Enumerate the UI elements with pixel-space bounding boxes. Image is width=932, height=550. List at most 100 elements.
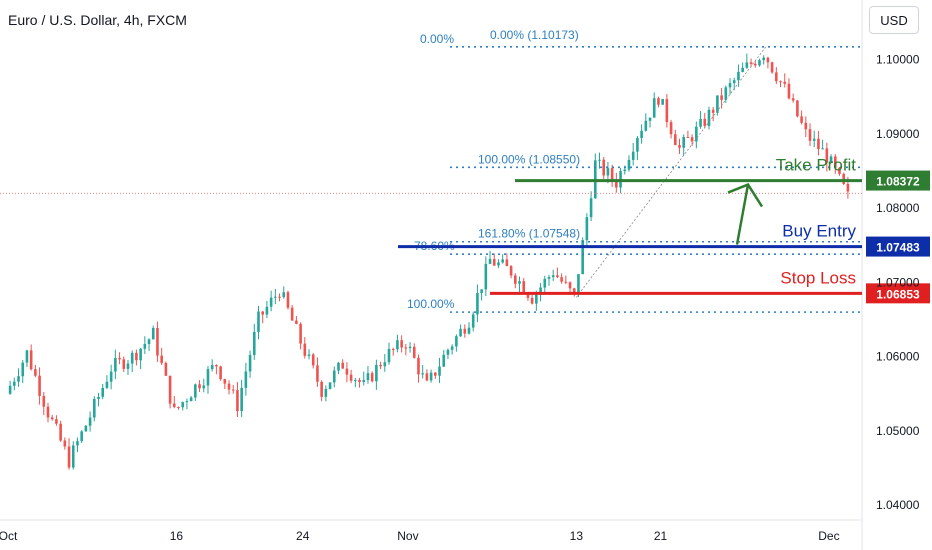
candle-body — [817, 138, 820, 149]
candle-body — [505, 259, 509, 267]
candle-body — [387, 348, 391, 363]
take_profit-price-label: 1.08372 — [876, 175, 920, 189]
candle-body — [842, 173, 845, 184]
candle-body — [332, 370, 336, 383]
time-tick-label: Nov — [397, 529, 418, 543]
candle-body — [172, 403, 176, 407]
candle-body — [151, 327, 155, 340]
candle-body — [669, 122, 673, 135]
arrow-shaft — [735, 184, 750, 245]
candle-body — [320, 381, 323, 397]
candle-body — [345, 368, 349, 375]
candle-body — [417, 357, 420, 375]
candle-body — [459, 328, 462, 337]
candle-body — [240, 387, 243, 412]
candle-body — [295, 320, 298, 324]
candle-body — [753, 63, 757, 66]
candle-body — [442, 354, 446, 367]
candle-body — [501, 259, 504, 263]
candle-body — [846, 183, 850, 192]
candle-body — [438, 366, 441, 376]
candle-body — [189, 397, 193, 402]
candle-body — [109, 371, 113, 382]
candle-body — [202, 385, 206, 389]
candle-body — [177, 406, 180, 408]
candle-body — [652, 98, 656, 118]
candle-body — [623, 169, 627, 172]
candle-body — [362, 380, 366, 383]
candle-body — [779, 81, 782, 83]
price-axis[interactable]: 1.10000 1.09000 1.08000 1.07000 1.06000 1.050… — [876, 53, 920, 512]
candle-body — [610, 168, 614, 180]
candles — [8, 53, 850, 470]
candle-body — [17, 376, 20, 382]
candle-body — [25, 350, 29, 363]
candle-body — [732, 80, 736, 84]
candle-body — [67, 446, 71, 468]
candle-body — [821, 148, 824, 150]
fibonacci-levels: 0.00% 0.00% (1.10173) 100.00% (1.08550) 161… — [407, 28, 862, 313]
candle-body — [38, 375, 41, 396]
candle-body — [135, 352, 138, 361]
candle-body — [749, 62, 753, 64]
candle-body — [686, 136, 690, 138]
candle-body — [29, 350, 33, 370]
candle-body — [269, 297, 273, 307]
fib-level-label: 0.00% — [420, 32, 454, 46]
candle-body — [825, 148, 829, 163]
trade-levels: Take Profit 1.08372 Buy Entry 1.07483 Stop L… — [0, 156, 930, 304]
candle-body — [518, 281, 521, 284]
candle-body — [118, 357, 121, 360]
candle-body — [480, 289, 483, 294]
candle-body — [93, 398, 96, 418]
candle-body — [741, 67, 744, 72]
candle-body — [678, 145, 681, 148]
candle-body — [800, 116, 803, 123]
buy_entry-label: Buy Entry — [782, 222, 856, 241]
candle-body — [556, 275, 559, 278]
candle-body — [391, 348, 395, 350]
candle-body — [261, 311, 265, 315]
candle-body — [50, 417, 54, 420]
candle-body — [303, 343, 307, 356]
candle-body — [324, 388, 328, 397]
candle-body — [560, 277, 563, 282]
candle-body — [606, 168, 610, 176]
candle-body — [762, 57, 765, 61]
candle-body — [274, 296, 277, 298]
candle-body — [690, 137, 694, 142]
candle-body — [307, 354, 311, 356]
candle-body — [631, 151, 635, 160]
candle-body — [143, 344, 147, 349]
candle-body — [63, 440, 67, 447]
time-axis[interactable]: Oct 16 24 Nov 13 21 Dec — [0, 529, 840, 543]
candle-body — [168, 375, 172, 404]
candle-body — [636, 138, 639, 152]
candle-body — [370, 373, 374, 382]
candle-body — [290, 307, 294, 321]
candle-body — [450, 346, 454, 350]
fib-trend-line — [576, 46, 767, 298]
candle-body — [804, 122, 808, 130]
candle-body — [640, 130, 643, 139]
candle-body — [711, 109, 715, 113]
candle-body — [665, 99, 669, 123]
currency-selector[interactable]: USD — [869, 6, 919, 34]
candle-body — [488, 259, 492, 264]
fib-level-note: 0.00% (1.10173) — [490, 28, 579, 42]
candle-body — [429, 372, 433, 381]
candle-body — [547, 277, 551, 279]
candle-body — [76, 441, 79, 446]
candle-body — [577, 274, 580, 294]
candle-body — [492, 259, 496, 266]
candle-body — [657, 98, 660, 105]
candle-body — [311, 354, 315, 366]
candle-body — [644, 120, 648, 131]
candle-body — [139, 348, 142, 361]
candle-body — [812, 138, 816, 141]
candle-body — [796, 100, 799, 117]
candle-body — [720, 95, 723, 100]
take_profit-price-tag — [866, 170, 930, 191]
candle-body — [164, 362, 168, 376]
